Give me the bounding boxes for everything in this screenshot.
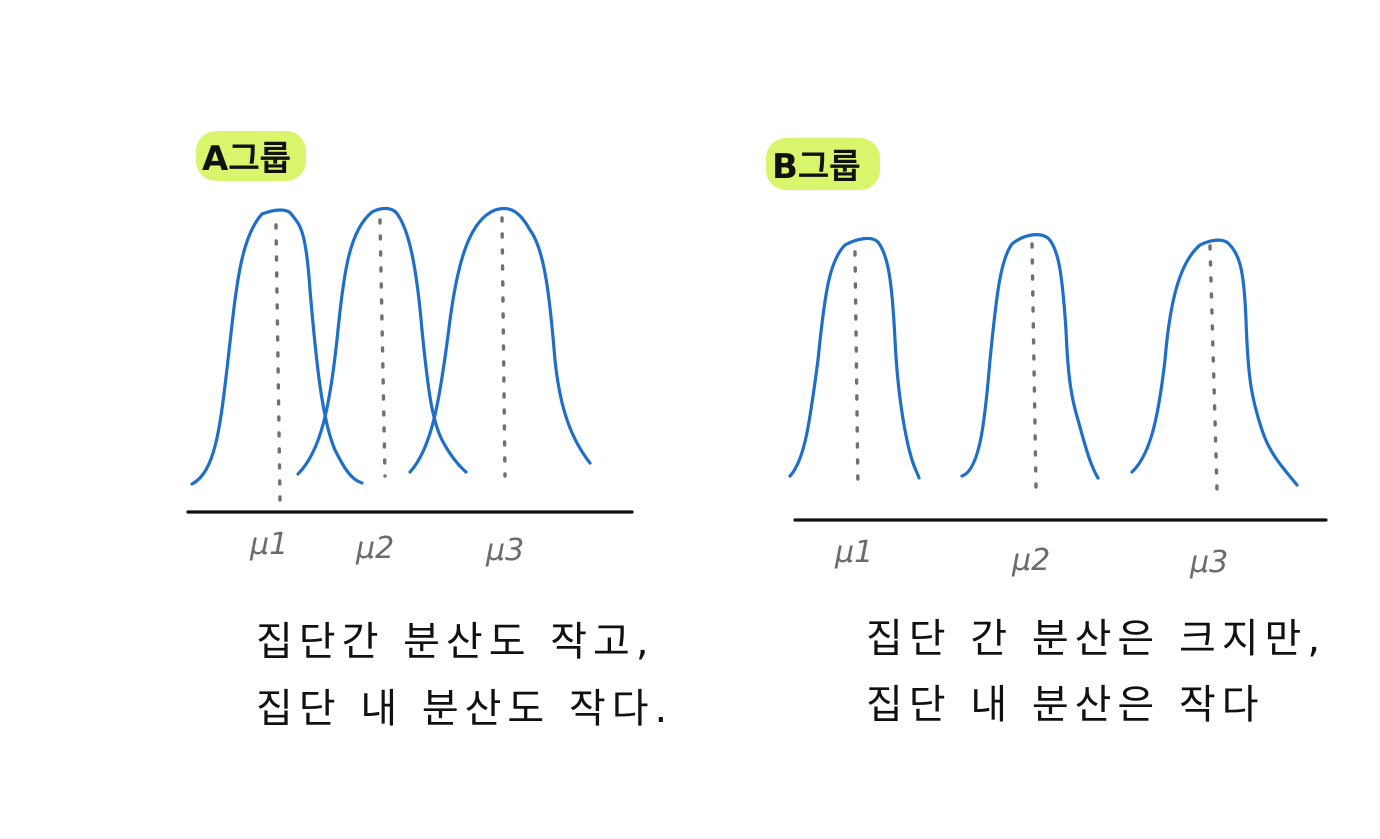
panel-a-caption-line-1: 집단간 분산도 작고, (256, 619, 655, 665)
panel-a-mu-3-label: μ3 (485, 533, 524, 568)
panel-a-label: A그룹 (202, 139, 291, 179)
panel-a-curve-2 (296, 206, 468, 476)
panel-b-curve-1 (788, 236, 921, 480)
panel-b: B그룹 μ1 μ2 μ3 집단 간 분산은 크지만, 집단 내 분산은 작다 (766, 138, 1328, 728)
panel-b-caption-line-1: 집단 간 분산은 크지만, (866, 616, 1326, 662)
panel-b-curve-3 (1130, 238, 1299, 487)
panel-a-label-highlight (196, 131, 306, 181)
panel-b-mean-line-3 (1208, 244, 1219, 492)
panel-b-mu-2-label: μ2 (1011, 543, 1050, 578)
panel-a-mu-1-label: μ1 (249, 527, 288, 562)
panel-b-mean-line-1 (853, 250, 860, 492)
panel-b-mu-1-label: μ1 (834, 535, 873, 570)
panel-a-mean-line-3 (500, 216, 507, 478)
panel-a: A그룹 μ1 μ2 μ3 집단간 분산도 작고, 집단 내 분산도 작다. (186, 131, 673, 732)
panel-b-mu-3-label: μ3 (1189, 545, 1228, 580)
panel-b-label-highlight (766, 138, 880, 190)
panel-a-curve-3 (408, 206, 592, 474)
panel-a-caption-line-2: 집단 내 분산도 작다. (256, 686, 673, 732)
panel-b-curve-2 (960, 233, 1100, 480)
panel-a-curve-1 (190, 208, 364, 486)
panel-b-caption-line-2: 집단 내 분산은 작다 (866, 682, 1265, 728)
panel-b-label: B그룹 (772, 147, 860, 187)
panel-a-mean-line-1 (274, 223, 282, 502)
panel-a-mean-line-2 (378, 218, 387, 478)
panel-a-mu-2-label: μ2 (355, 531, 394, 566)
panel-b-mean-line-2 (1030, 242, 1038, 490)
